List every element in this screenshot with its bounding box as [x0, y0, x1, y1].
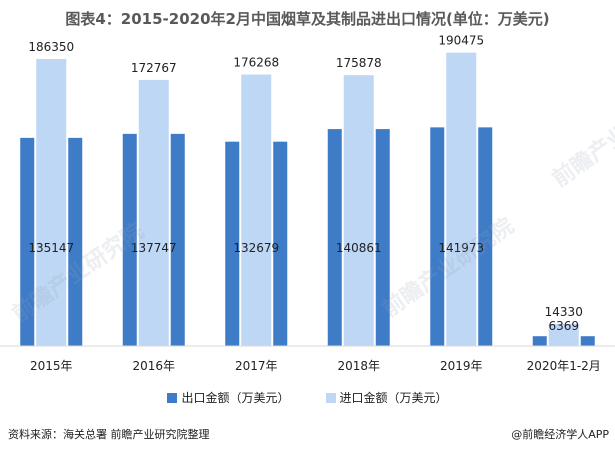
export-bar [225, 141, 240, 346]
export-value-label: 6369 [548, 319, 579, 333]
export-bar [478, 127, 493, 347]
brand-note: @前瞻经济学人APP [511, 428, 609, 441]
x-tick-label: 2018年 [337, 359, 380, 373]
export-value-label: 140861 [336, 241, 382, 255]
import-value-label: 172767 [131, 61, 177, 75]
x-tick-label: 2017年 [235, 359, 278, 373]
source-note: 资料来源：海关总署 前瞻产业研究院整理 [8, 428, 210, 441]
import-bar [548, 323, 579, 346]
export-bar [122, 133, 137, 346]
legend-label-import: 进口金额（万美元） [339, 391, 448, 405]
export-bar [532, 336, 547, 346]
export-bar [273, 141, 288, 346]
export-bar [580, 336, 595, 346]
export-bar [375, 129, 390, 346]
import-bar [138, 79, 169, 347]
import-bar [446, 52, 477, 347]
export-bar [430, 127, 445, 347]
export-value-label: 141973 [438, 241, 484, 255]
legend-swatch-export [167, 392, 178, 403]
x-tick-label: 2019年 [440, 359, 483, 373]
export-bar [20, 137, 35, 346]
legend-swatch-import [325, 392, 336, 403]
import-value-label: 176268 [233, 56, 279, 70]
x-tick-label: 2020年1-2月 [527, 359, 601, 373]
legend: 出口金额（万美元） 进口金额（万美元） [0, 389, 615, 406]
import-value-label: 190475 [438, 34, 484, 48]
legend-item-export: 出口金额（万美元） [167, 389, 290, 406]
export-value-label: 137747 [131, 241, 177, 255]
import-value-label: 14330 [545, 305, 583, 319]
import-bar [343, 75, 374, 346]
export-bar [170, 133, 185, 346]
import-value-label: 186350 [28, 40, 74, 54]
chart-title: 图表4：2015-2020年2月中国烟草及其制品进出口情况(单位：万美元) [65, 10, 550, 28]
x-tick-label: 2016年 [132, 359, 175, 373]
export-value-label: 132679 [233, 241, 279, 255]
x-tick-label: 2015年 [30, 359, 73, 373]
import-value-label: 175878 [336, 56, 382, 70]
export-value-label: 135147 [28, 241, 74, 255]
import-bar [241, 74, 272, 347]
import-bar [36, 59, 67, 347]
legend-label-export: 出口金额（万美元） [181, 391, 290, 405]
legend-item-import: 进口金额（万美元） [325, 389, 448, 406]
export-bar [68, 137, 83, 346]
export-bar [327, 129, 342, 346]
